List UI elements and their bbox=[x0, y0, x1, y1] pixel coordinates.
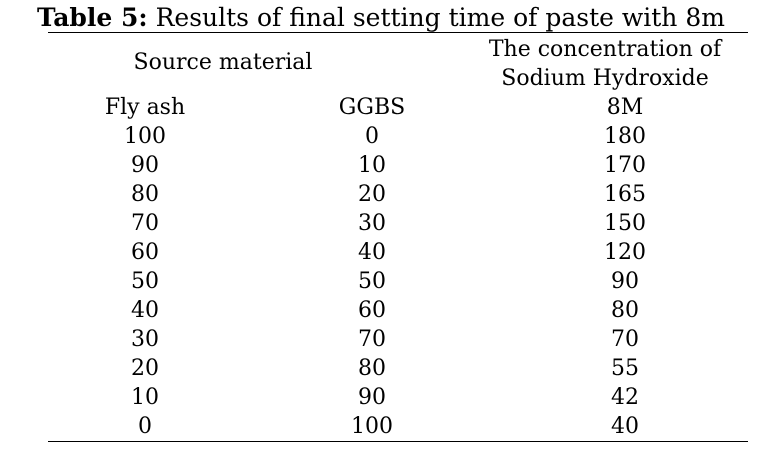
table-caption: Table 5: Results of final setting time o… bbox=[0, 2, 762, 34]
bottom-rule bbox=[48, 441, 748, 442]
caption-label: Table 5: bbox=[37, 3, 148, 32]
table-row: 30 70 70 bbox=[48, 325, 748, 354]
ggbs-cell: 0 bbox=[365, 124, 379, 149]
table-row: 70 30 150 bbox=[48, 209, 748, 238]
fly-ash-cell: 40 bbox=[131, 298, 159, 323]
ggbs-cell: 60 bbox=[358, 298, 386, 323]
setting-time-cell: 80 bbox=[611, 298, 639, 323]
setting-time-cell: 180 bbox=[604, 124, 646, 149]
ggbs-cell: 10 bbox=[358, 153, 386, 178]
ggbs-cell: 50 bbox=[358, 269, 386, 294]
table-row: 50 50 90 bbox=[48, 267, 748, 296]
table-row: 100 0 180 bbox=[48, 122, 748, 151]
fly-ash-cell: 50 bbox=[131, 269, 159, 294]
fly-ash-cell: 70 bbox=[131, 211, 159, 236]
ggbs-cell: 20 bbox=[358, 182, 386, 207]
concentration-header-line2: Sodium Hydroxide bbox=[501, 66, 709, 91]
source-material-header: Source material bbox=[133, 50, 313, 75]
fly-ash-cell: 0 bbox=[138, 414, 152, 439]
top-rule bbox=[48, 32, 748, 33]
concentration-header: The concentration of Sodium Hydroxide bbox=[400, 35, 762, 93]
fly-ash-cell: 100 bbox=[124, 124, 166, 149]
fly-ash-cell: 20 bbox=[131, 356, 159, 381]
setting-time-cell: 55 bbox=[611, 356, 639, 381]
fly-ash-header: Fly ash bbox=[104, 95, 186, 120]
table-row: 10 90 42 bbox=[48, 383, 748, 412]
setting-time-cell: 150 bbox=[604, 211, 646, 236]
fly-ash-cell: 90 bbox=[131, 153, 159, 178]
setting-time-cell: 170 bbox=[604, 153, 646, 178]
table-row: 80 20 165 bbox=[48, 180, 748, 209]
ggbs-cell: 30 bbox=[358, 211, 386, 236]
fly-ash-cell: 80 bbox=[131, 182, 159, 207]
table-body: Fly ash GGBS 8M 100 0 180 90 10 170 80 20 165 70 3… bbox=[48, 93, 748, 441]
molarity-header: 8M bbox=[606, 95, 644, 120]
fly-ash-cell: 30 bbox=[131, 327, 159, 352]
ggbs-cell: 70 bbox=[358, 327, 386, 352]
setting-time-cell: 70 bbox=[611, 327, 639, 352]
ggbs-cell: 90 bbox=[358, 385, 386, 410]
fly-ash-cell: 60 bbox=[131, 240, 159, 265]
table-row: 90 10 170 bbox=[48, 151, 748, 180]
table-row: 20 80 55 bbox=[48, 354, 748, 383]
setting-time-cell: 40 bbox=[611, 414, 639, 439]
ggbs-cell: 80 bbox=[358, 356, 386, 381]
setting-time-cell: 120 bbox=[604, 240, 646, 265]
setting-time-cell: 90 bbox=[611, 269, 639, 294]
concentration-header-line1: The concentration of bbox=[488, 37, 722, 62]
setting-time-cell: 42 bbox=[611, 385, 639, 410]
table-row: 40 60 80 bbox=[48, 296, 748, 325]
column-header-row: Fly ash GGBS 8M bbox=[48, 93, 748, 122]
setting-time-cell: 165 bbox=[604, 182, 646, 207]
ggbs-header: GGBS bbox=[338, 95, 406, 120]
caption-text: Results of final setting time of paste w… bbox=[147, 3, 725, 32]
ggbs-cell: 100 bbox=[351, 414, 393, 439]
ggbs-cell: 40 bbox=[358, 240, 386, 265]
fly-ash-cell: 10 bbox=[131, 385, 159, 410]
table-row: 60 40 120 bbox=[48, 238, 748, 267]
table-row: 0 100 40 bbox=[48, 412, 748, 441]
results-table: Fly ash GGBS 8M 100 0 180 90 10 170 80 20 165 70 3… bbox=[48, 93, 748, 441]
